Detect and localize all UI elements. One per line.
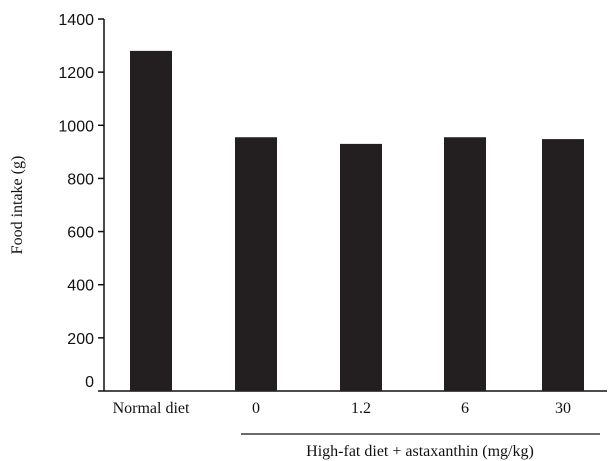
y-tick-label: 800 [67,171,94,188]
y-axis-label: Food intake (g) [9,156,26,255]
bar [235,137,277,391]
y-tick-label: 0 [85,374,94,391]
x-category-label: Normal diet [113,400,190,417]
bars [130,50,584,392]
y-tick-label: 1000 [58,118,94,135]
bar [130,50,172,392]
x-axis-category-labels: Normal diet 0 1.2 6 30 [113,400,571,417]
bar [542,139,584,391]
y-tick-label: 400 [67,278,94,295]
x-category-label: 0 [252,400,260,417]
x-category-label: 1.2 [351,400,371,417]
bar [340,143,382,391]
bar [444,137,486,391]
y-axis-ticks: 0 200 400 600 800 1000 1200 1400 [58,12,104,392]
x-category-label: 6 [461,400,469,417]
y-tick-label: 200 [67,331,94,348]
y-tick-label: 600 [67,225,94,242]
x-category-label: 30 [555,400,571,417]
y-tick-label: 1400 [58,12,94,29]
y-tick-label: 1200 [58,65,94,82]
group-label: High-fat diet + astaxanthin (mg/kg) [306,443,534,460]
